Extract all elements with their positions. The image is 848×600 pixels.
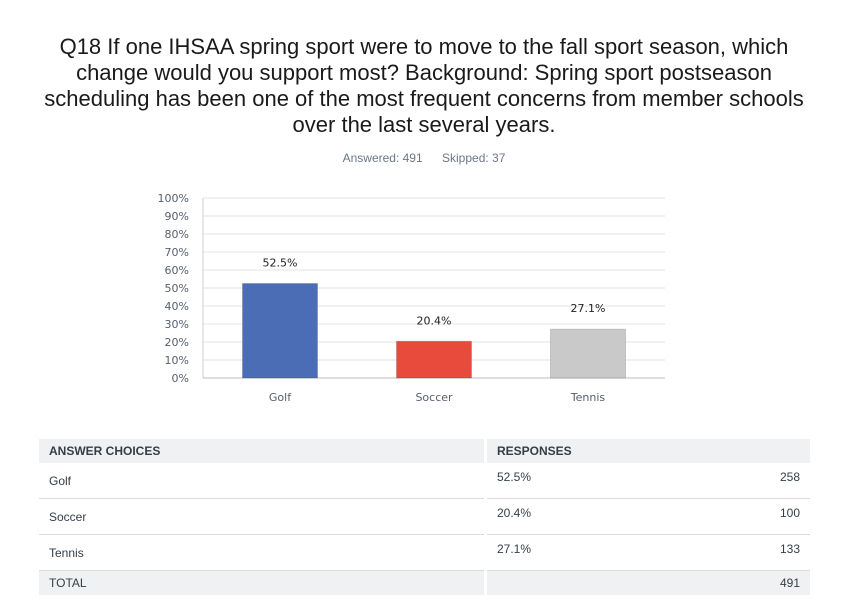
row-percent: 20.4% [485,498,675,535]
y-tick-label: 90% [165,210,189,223]
bar-chart: 0% 10% 20% 30% 40% 50% 60% 70% 80% 90% 100% 52.5% Go… [158,192,665,404]
row-choice: Soccer [39,498,487,535]
row-count: 258 [674,463,810,499]
data-label: 27.1% [571,302,606,315]
response-stats: Answered: 491 Skipped: 37 [0,151,848,165]
y-tick-label: 60% [165,264,189,277]
x-tick-label: Tennis [570,391,606,404]
y-tick-label: 70% [165,246,189,259]
question-title: Q18 If one IHSAA spring sport were to mo… [44,34,804,137]
y-tick-label: 0% [172,372,189,385]
y-tick-label: 80% [165,228,189,241]
y-tick-label: 40% [165,300,189,313]
total-spacer [485,570,675,595]
responses-table: ANSWER CHOICES RESPONSES Golf 52.5% 258 … [39,439,810,595]
table-row: Tennis 27.1% 133 [39,534,810,571]
bar-soccer [396,340,472,379]
row-choice: Tennis [39,534,487,571]
table-row: Golf 52.5% 258 [39,463,810,499]
row-percent: 52.5% [485,463,675,499]
bar-tennis [550,328,626,379]
total-count: 491 [674,570,810,595]
row-choice: Golf [39,463,487,499]
bar-golf [242,283,318,379]
y-tick-label: 50% [165,282,189,295]
row-percent: 27.1% [485,534,675,571]
row-count: 133 [674,534,810,571]
x-tick-label: Golf [269,391,292,404]
answered-count: Answered: 491 [342,151,423,165]
data-label: 20.4% [417,314,452,327]
table-row: Soccer 20.4% 100 [39,498,810,535]
header-responses: RESPONSES [485,439,810,463]
y-tick-label: 100% [158,192,189,205]
table-header-row: ANSWER CHOICES RESPONSES [39,439,810,463]
row-count: 100 [674,498,810,535]
total-label: TOTAL [39,570,487,595]
skipped-count: Skipped: 37 [442,151,506,165]
y-tick-label: 20% [165,336,189,349]
y-tick-label: 30% [165,318,189,331]
table-total-row: TOTAL 491 [39,570,810,595]
x-tick-label: Soccer [415,391,453,404]
header-answer-choices: ANSWER CHOICES [39,439,487,463]
y-tick-label: 10% [165,354,189,367]
data-label: 52.5% [263,257,298,270]
